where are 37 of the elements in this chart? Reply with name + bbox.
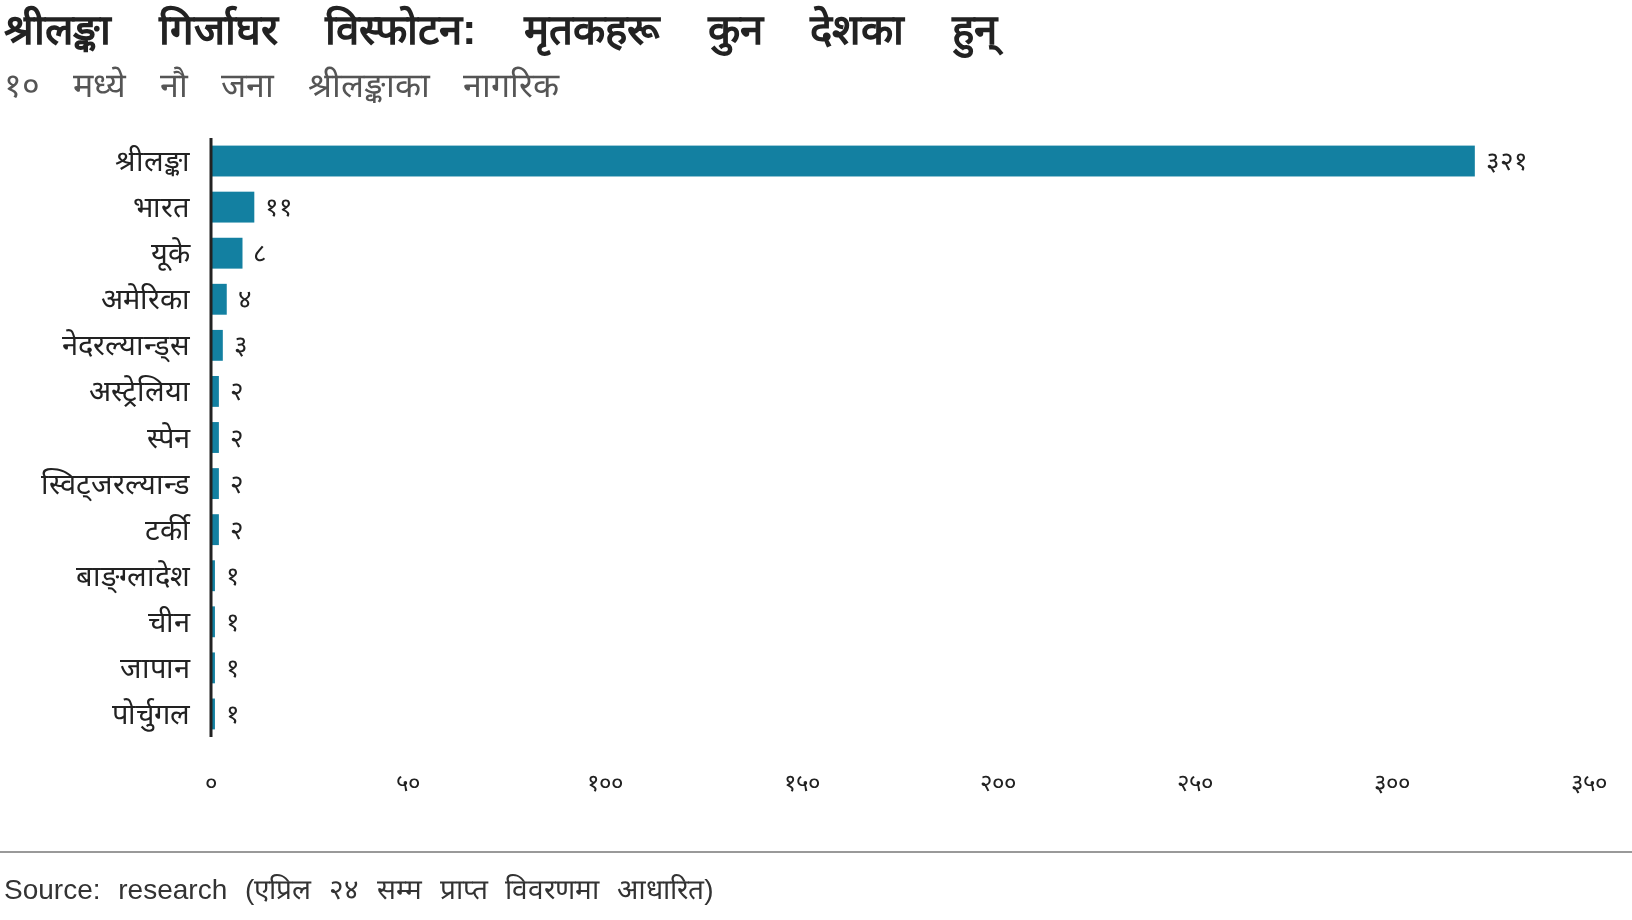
value-label: ८ xyxy=(253,238,268,269)
source: Source: research (एप्रिल २४ सम्म प्राप्त विवरणमा आधारित) xyxy=(3,873,715,907)
value-label: २ xyxy=(229,468,244,499)
category: टर्की xyxy=(145,513,190,546)
category: अस्ट्रेलिया xyxy=(89,375,190,408)
tick: ५० xyxy=(395,769,420,796)
subtitle: १० मध्ये नौ जना श्रीलङ्काका नागरिक xyxy=(3,65,561,106)
value-label: २ xyxy=(229,514,244,545)
tick: ३५० xyxy=(1571,769,1607,796)
tick: २५० xyxy=(1177,769,1214,796)
title: श्रीलङ्का गिर्जाघर विस्फोटन: मृतकहरू कुन देशका हुन् xyxy=(0,0,1017,64)
category: स्विट्जरल्यान्ड xyxy=(41,467,190,500)
category: जापान xyxy=(120,651,190,684)
category: यूके xyxy=(151,237,190,270)
category: नेदरल्यान्ड्स xyxy=(62,329,190,362)
tick: १०० xyxy=(586,769,623,796)
tick: ३०० xyxy=(1374,769,1411,796)
value-label: २ xyxy=(229,376,244,407)
value-label: १ xyxy=(225,652,240,683)
value-label: ३ xyxy=(233,330,248,361)
tick: २०० xyxy=(980,769,1017,796)
category: पोर्चुगल xyxy=(112,697,190,730)
value-label: ११ xyxy=(265,192,294,223)
category: बाङ्ग्लादेश xyxy=(76,559,190,592)
tick: १५० xyxy=(783,769,820,796)
value-label: २ xyxy=(229,422,244,453)
value-label: ४ xyxy=(237,284,252,315)
category: अमेरिका xyxy=(101,283,190,316)
value-label: १ xyxy=(225,606,240,637)
value-label: १ xyxy=(225,698,240,729)
category: स्पेन xyxy=(147,421,190,454)
category: चीन xyxy=(148,605,190,638)
category: भारत xyxy=(133,191,190,224)
value-label: १ xyxy=(225,560,240,591)
category: श्रीलङ्का xyxy=(115,145,190,178)
tick: ० xyxy=(205,769,217,796)
value-label: ३२१ xyxy=(1485,146,1528,177)
